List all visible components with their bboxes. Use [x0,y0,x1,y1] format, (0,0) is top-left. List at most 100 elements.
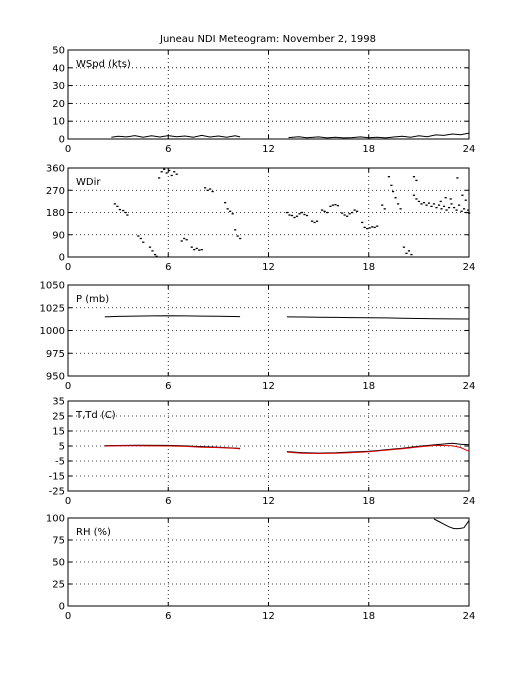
wspd-kts-xtick-label-18: 18 [362,144,375,155]
wdir-point-107 [468,212,471,214]
wdir-point-3 [122,209,125,212]
rh-ytick-label-0: 0 [59,602,65,613]
t-td-c-ytick-label-15: 15 [52,427,65,438]
wdir-point-43 [293,216,296,219]
wspd-kts-ytick-label-50: 50 [52,46,65,57]
wdir-ytick-label-90: 90 [52,230,65,241]
wdir-point-110 [439,200,442,203]
wdir-point-7 [139,237,142,240]
t-td-c-ytick-label-35: 35 [52,397,65,408]
rh-series-0-segment-0 [433,518,470,530]
wdir-point-103 [457,204,461,206]
wdir-point-24 [190,246,193,248]
wdir-point-83 [407,250,411,252]
t-td-c-ytick-label--25: -25 [49,487,65,498]
wdir-point-89 [422,202,426,204]
p-mb-ytick-label-1025: 1025 [40,303,65,314]
wdir-point-47 [303,213,306,216]
wdir-point-11 [153,253,157,256]
wdir-point-20 [175,173,178,175]
wdir-point-84 [410,253,413,256]
wdir-point-58 [336,204,340,207]
wdir-point-53 [323,210,326,212]
wdir-point-27 [198,249,201,251]
rh-xtick-label-6: 6 [165,611,171,622]
rh-ytick-label-100: 100 [46,514,65,525]
wdir-point-79 [396,203,400,205]
wdir-point-19 [173,171,176,173]
wdir-point-48 [305,214,309,217]
wdir-xtick-label-18: 18 [362,262,375,273]
wdir-panel-label: WDir [76,177,101,188]
wdir-ytick-label-0: 0 [59,253,65,264]
p-mb-ytick-label-950: 950 [46,372,65,383]
wdir-point-102 [455,209,458,211]
rh-xtick-label-12: 12 [262,611,275,622]
wdir-point-100 [450,203,453,205]
t-td-c-ytick-label--15: -15 [49,472,65,483]
wdir-point-1 [116,205,119,208]
wdir-point-95 [437,204,441,206]
wspd-kts-ytick-label-0: 0 [59,135,65,146]
wdir-point-99 [447,206,451,209]
p-mb-xtick-label-24: 24 [463,381,476,392]
wdir-point-64 [353,209,356,211]
wdir-point-50 [313,221,316,224]
wdir-point-15 [163,168,166,170]
wdir-point-9 [148,246,152,248]
wdir-point-66 [361,221,364,224]
t-td-c-xtick-label-18: 18 [362,496,375,507]
wdir-point-57 [334,203,337,206]
p-mb-xtick-label-12: 12 [262,381,275,392]
wdir-point-65 [356,210,359,212]
wdir-ytick-label-270: 270 [46,186,65,197]
wdir-point-59 [341,212,344,214]
rh-xtick-label-18: 18 [362,611,375,622]
wspd-kts-ytick-label-30: 30 [52,81,65,92]
t-td-c-series-1-segment-0 [104,445,241,450]
wdir-point-12 [155,255,158,257]
wdir-point-6 [137,235,140,237]
wdir-point-92 [430,205,433,208]
wspd-kts-panel-label: WSpd (kts) [76,59,131,70]
rh-ytick-label-25: 25 [52,580,65,591]
wdir-point-105 [462,208,466,210]
wdir-point-26 [195,247,198,250]
wdir-point-55 [329,205,332,208]
wdir-xtick-label-0: 0 [65,262,71,273]
wdir-point-62 [348,213,351,215]
wdir-point-56 [331,204,335,206]
p-mb-ytick-label-1050: 1050 [40,281,65,292]
wdir-xtick-label-24: 24 [463,262,476,273]
wdir-point-111 [444,197,447,199]
p-mb-series-0-segment-1 [286,316,470,320]
t-td-c-panel-label: T,Td (C) [75,410,116,421]
t-td-c-xtick-label-6: 6 [165,496,171,507]
wdir-point-70 [371,226,374,228]
wdir-point-13 [158,177,161,179]
t-td-c-xtick-label-24: 24 [463,496,476,507]
t-td-c-xtick-label-0: 0 [65,496,71,507]
wdir-point-30 [206,189,209,191]
wspd-kts-xtick-label-24: 24 [463,144,476,155]
t-td-c-ytick-label-5: 5 [59,442,65,453]
wdir-point-81 [402,246,406,248]
wdir-point-80 [399,208,402,210]
wdir-point-61 [346,215,349,217]
wdir-point-36 [231,213,234,215]
wdir-point-94 [435,206,438,209]
wdir-point-35 [229,210,232,212]
wdir-point-114 [461,194,464,196]
wdir-point-112 [449,198,452,200]
wdir-point-82 [405,252,408,254]
wdir-point-42 [290,214,294,217]
rh-panel-label: RH (%) [76,527,111,538]
wdir-point-14 [160,171,163,173]
t-td-c-ytick-label-25: 25 [52,412,65,423]
wdir-point-2 [118,208,121,211]
wdir-ytick-label-180: 180 [46,208,65,219]
wdir-point-29 [204,187,207,189]
p-mb-series-0-segment-0 [104,315,241,318]
wdir-point-23 [185,239,188,241]
wdir-point-31 [209,188,212,190]
